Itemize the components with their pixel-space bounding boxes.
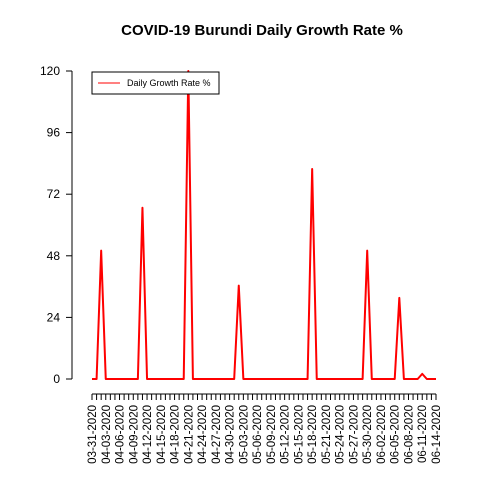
x-tick-label: 04-06-2020 — [115, 405, 127, 464]
x-tick-label: 05-09-2020 — [266, 405, 278, 464]
x-tick-label: 04-12-2020 — [142, 405, 154, 464]
x-tick-label: 04-21-2020 — [183, 405, 195, 464]
x-tick-label: 04-30-2020 — [225, 405, 237, 464]
x-tick-label: 05-15-2020 — [293, 405, 305, 464]
series-line-daily-growth-rate — [92, 70, 436, 380]
x-tick-label: 06-02-2020 — [376, 405, 388, 464]
x-tick-label: 04-03-2020 — [101, 405, 113, 464]
x-tick-label: 03-31-2020 — [87, 405, 99, 464]
y-tick-label: 120 — [40, 64, 60, 78]
y-tick-label: 96 — [47, 126, 61, 140]
x-tick-label: 05-21-2020 — [321, 405, 333, 464]
legend-box — [91, 71, 220, 95]
plot-area — [92, 70, 436, 380]
x-tick-label: 06-14-2020 — [431, 405, 443, 464]
x-tick-label: 05-18-2020 — [307, 405, 319, 464]
x-axis: 03-31-2020 04-03-2020 04-06-2020 04-09-2020… — [87, 393, 443, 464]
x-tick-label: 04-27-2020 — [211, 405, 223, 464]
y-tick-label: 72 — [47, 187, 61, 201]
x-tick-label: 05-03-2020 — [238, 405, 250, 464]
x-tick-label: 04-18-2020 — [170, 405, 182, 464]
chart-title: COVID-19 Burundi Daily Growth Rate % — [121, 22, 403, 39]
y-tick-label: 24 — [47, 310, 61, 324]
x-tick-label: 05-30-2020 — [362, 405, 374, 464]
x-tick-label: 04-24-2020 — [197, 405, 209, 464]
x-tick-label: 05-06-2020 — [252, 405, 264, 464]
y-axis: 0 24 48 72 96 120 — [40, 64, 73, 386]
x-tick-label: 05-24-2020 — [335, 405, 347, 464]
x-tick-label: 04-09-2020 — [128, 405, 140, 464]
x-tick-label: 04-15-2020 — [156, 405, 168, 464]
x-tick-label: 05-27-2020 — [348, 405, 360, 464]
x-tick-label: 06-11-2020 — [417, 405, 429, 463]
x-tick-label: 06-08-2020 — [403, 405, 415, 464]
y-tick-label: 48 — [47, 249, 61, 263]
x-tick-label: 06-05-2020 — [390, 405, 402, 464]
y-tick-label: 0 — [53, 372, 60, 386]
legend: Daily Growth Rate % — [91, 71, 220, 95]
x-tick-label: 05-12-2020 — [280, 405, 292, 464]
legend-label: Daily Growth Rate % — [127, 78, 211, 88]
